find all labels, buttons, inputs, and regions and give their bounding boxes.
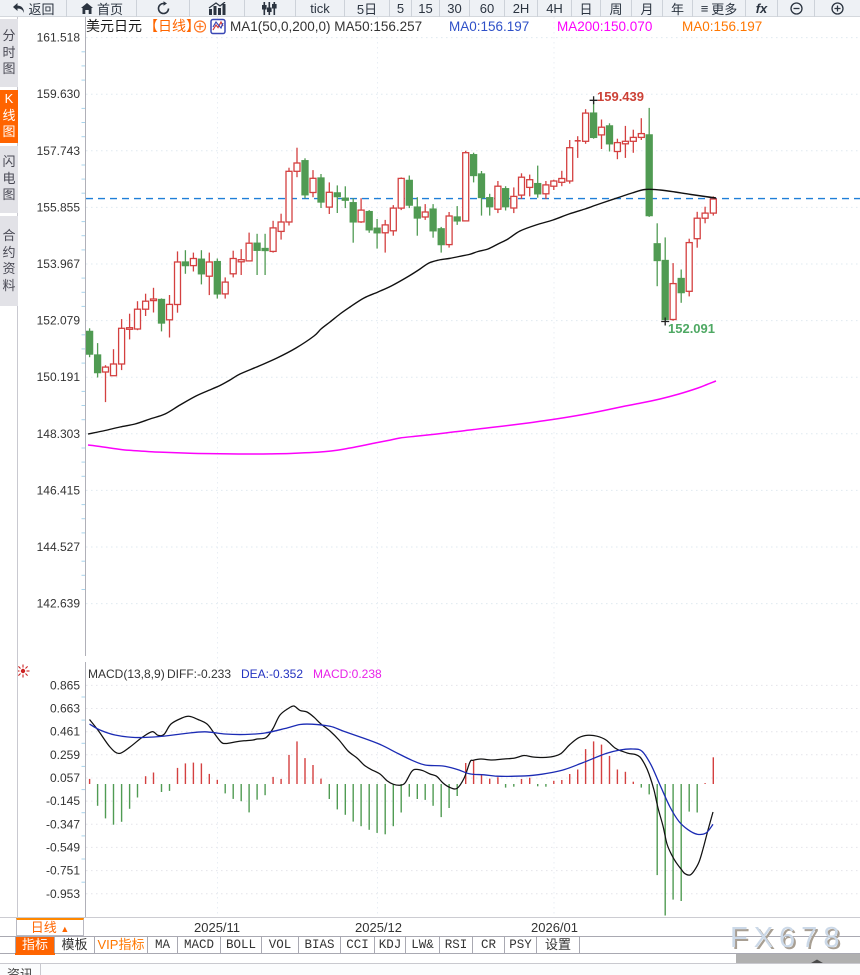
svg-text:159.439: 159.439: [597, 89, 644, 104]
svg-text:MA1(50,0,200,0) MA50:156.257: MA1(50,0,200,0) MA50:156.257: [230, 19, 422, 34]
svg-text:148.303: 148.303: [37, 427, 81, 441]
svg-text:DIFF:-0.233: DIFF:-0.233: [167, 667, 231, 681]
svg-text:MA0:156.197: MA0:156.197: [682, 19, 762, 34]
svg-text:-0.347: -0.347: [46, 817, 80, 831]
svg-text:146.415: 146.415: [37, 483, 81, 497]
svg-text:155.855: 155.855: [37, 200, 81, 214]
svg-text:MACD(13,8,9): MACD(13,8,9): [88, 667, 165, 681]
svg-text:0.057: 0.057: [50, 771, 80, 785]
svg-text:161.518: 161.518: [37, 31, 81, 45]
svg-text:【日线】: 【日线】: [144, 18, 200, 34]
svg-text:153.967: 153.967: [37, 257, 81, 271]
svg-text:-0.549: -0.549: [46, 840, 80, 854]
svg-text:142.639: 142.639: [37, 597, 81, 611]
svg-text:0.259: 0.259: [50, 748, 80, 762]
svg-text:0.865: 0.865: [50, 678, 80, 692]
svg-text:-0.145: -0.145: [46, 794, 80, 808]
svg-text:MA200:150.070: MA200:150.070: [557, 19, 652, 34]
svg-text:0.663: 0.663: [50, 702, 80, 716]
svg-text:美元日元: 美元日元: [86, 18, 142, 34]
svg-text:-0.953: -0.953: [46, 887, 80, 901]
svg-text:152.079: 152.079: [37, 314, 81, 328]
svg-text:159.630: 159.630: [37, 87, 81, 101]
svg-text:152.091: 152.091: [668, 321, 715, 336]
svg-text:MA0:156.197: MA0:156.197: [449, 19, 529, 34]
svg-text:DEA:-0.352: DEA:-0.352: [241, 667, 303, 681]
svg-text:150.191: 150.191: [37, 370, 81, 384]
svg-text:144.527: 144.527: [37, 540, 81, 554]
svg-text:-0.751: -0.751: [46, 864, 80, 878]
svg-text:MACD:0.238: MACD:0.238: [313, 667, 382, 681]
svg-text:0.461: 0.461: [50, 725, 80, 739]
svg-text:157.743: 157.743: [37, 144, 81, 158]
